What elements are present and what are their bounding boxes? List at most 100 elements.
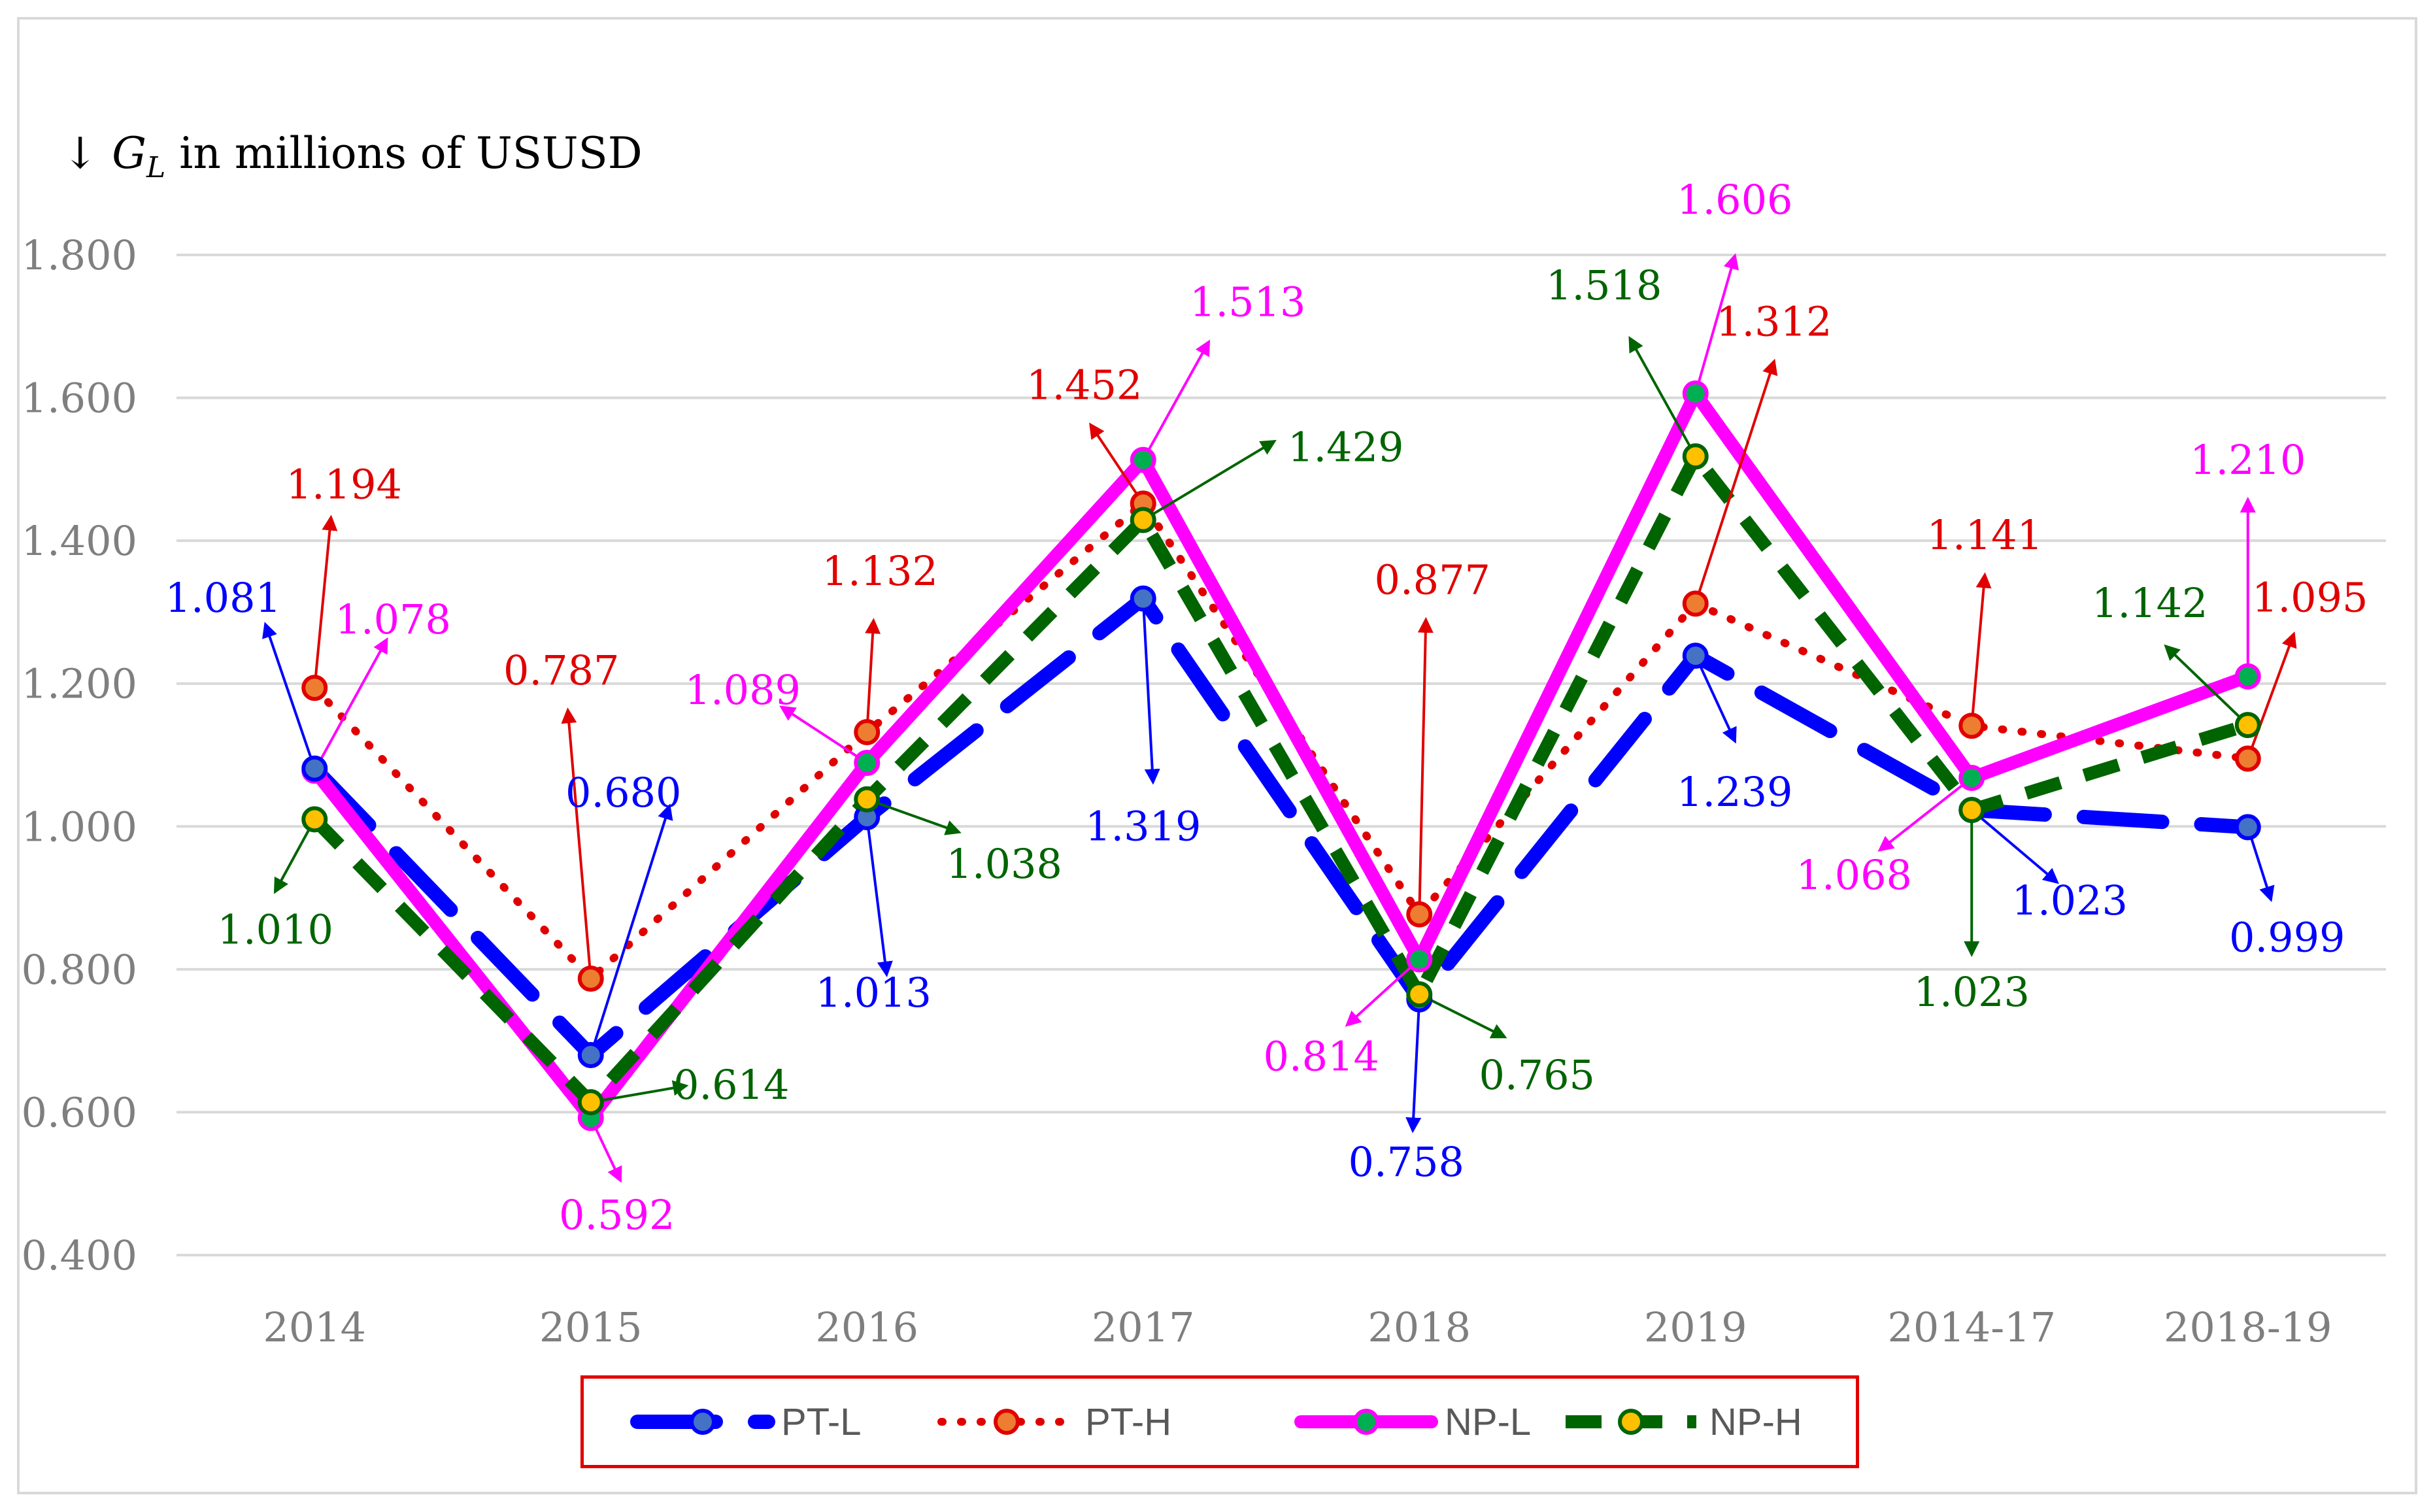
- data-label-np-l-1: 0.592: [559, 1191, 675, 1239]
- label-arrow-pt-h-5: [1694, 358, 1778, 604]
- label-arrow-pt-h-1: [561, 707, 592, 979]
- data-label-np-h-4: 0.765: [1479, 1051, 1596, 1099]
- label-arrow-np-h-5: [1628, 335, 1697, 458]
- point-pt-h-4: [1406, 901, 1433, 928]
- point-pt-h-7: [2234, 745, 2261, 772]
- data-label-np-l-7: 1.210: [2190, 436, 2306, 484]
- legend-marker-pt-h: [994, 1409, 1020, 1435]
- x-tick-4: 2018: [1368, 1303, 1471, 1351]
- y-axis-label-text: in millions of USUSD: [165, 128, 643, 178]
- y-axis-label-subscript: L: [146, 151, 166, 185]
- data-label-np-l-0: 1.078: [335, 596, 452, 643]
- data-label-np-l-6: 1.068: [1796, 851, 1913, 899]
- point-np-h-5: [1682, 443, 1709, 470]
- point-np-l-2: [854, 750, 881, 777]
- y-axis-label: ↓ GL in millions of USUSD: [62, 128, 643, 184]
- data-labels: 1.081 0.680 1.013 1.319 0.758 1.239 1.023 0.999…: [165, 176, 2368, 1239]
- data-label-pt-l-1: 0.680: [565, 769, 682, 816]
- data-label-np-h-7: 1.142: [2092, 579, 2208, 627]
- point-np-l-4: [1406, 946, 1433, 973]
- data-label-pt-h-4: 0.877: [1375, 556, 1491, 604]
- data-label-pt-h-3: 1.452: [1026, 361, 1143, 409]
- label-arrow-pt-l-0: [262, 622, 316, 769]
- legend-marker-np-l: [1353, 1409, 1379, 1435]
- legend-items: PT-L PT-H NP-L NP-H: [630, 1401, 1802, 1443]
- x-tick-6: 2014-17: [1887, 1303, 2056, 1351]
- label-arrow-pt-h-3: [1089, 422, 1145, 505]
- data-points: [301, 380, 2261, 1132]
- label-arrow-pt-l-5: [1694, 655, 1737, 744]
- point-pt-h-0: [301, 675, 328, 701]
- data-label-np-l-5: 1.606: [1677, 176, 1793, 224]
- point-np-l-6: [1958, 764, 1985, 791]
- legend-label-pt-l: PT-L: [781, 1401, 862, 1443]
- point-np-h-2: [854, 786, 881, 813]
- x-tick-0: 2014: [263, 1303, 366, 1351]
- label-arrow-pt-h-2: [865, 618, 881, 733]
- x-tick-3: 2017: [1092, 1303, 1195, 1351]
- y-tick-2: 0.800: [22, 946, 138, 994]
- data-label-pt-l-3: 1.319: [1085, 803, 1201, 850]
- point-np-h-7: [2234, 712, 2261, 739]
- data-label-np-h-5: 1.518: [1546, 261, 1662, 309]
- data-label-pt-l-6: 1.023: [2012, 877, 2128, 924]
- data-label-pt-l-0: 1.081: [165, 574, 282, 622]
- label-arrow-pt-l-4: [1405, 999, 1422, 1134]
- label-arrow-np-l-2: [779, 705, 868, 764]
- label-arrow-np-h-7: [2164, 644, 2249, 726]
- y-tick-6: 1.600: [22, 375, 138, 422]
- label-arrow-np-h-2: [866, 798, 962, 835]
- point-pt-h-5: [1682, 590, 1709, 617]
- data-label-np-h-1: 0.614: [673, 1061, 790, 1109]
- legend-label-np-h: NP-H: [1709, 1401, 1802, 1443]
- point-pt-l-7: [2234, 814, 2261, 841]
- label-arrow-pt-l-3: [1141, 598, 1160, 785]
- x-tick-5: 2019: [1644, 1303, 1747, 1351]
- label-arrow-pt-h-7: [2246, 631, 2297, 760]
- y-tick-0: 0.400: [22, 1232, 138, 1279]
- label-arrow-np-l-3: [1142, 339, 1211, 461]
- legend-label-np-l: NP-L: [1445, 1401, 1531, 1443]
- point-np-l-5: [1682, 380, 1709, 407]
- data-label-pt-h-1: 0.787: [503, 647, 620, 694]
- point-pt-l-3: [1130, 585, 1156, 612]
- label-arrow-pt-l-1: [589, 803, 673, 1056]
- data-label-np-l-2: 1.089: [685, 666, 801, 714]
- x-tick-labels: 2014 2015 2016 2017 2018 2019 2014-17 2018-19: [263, 1303, 2332, 1351]
- point-np-l-7: [2234, 663, 2261, 690]
- x-tick-1: 2015: [539, 1303, 643, 1351]
- y-tick-7: 1.800: [22, 231, 138, 279]
- chart-frame: [17, 17, 2417, 1494]
- data-label-np-h-2: 1.038: [947, 840, 1063, 888]
- point-pt-h-6: [1958, 713, 1985, 739]
- point-pt-l-1: [577, 1042, 604, 1068]
- point-np-h-3: [1130, 507, 1156, 533]
- data-label-pt-l-4: 0.758: [1349, 1138, 1465, 1186]
- label-arrow-np-h-0: [273, 818, 316, 894]
- series-line-pt-l: [307, 591, 2255, 1062]
- point-pt-l-0: [301, 755, 328, 782]
- y-tick-4: 1.200: [22, 660, 138, 708]
- data-label-pt-l-7: 0.999: [2229, 913, 2345, 961]
- y-tick-labels: 0.400 0.600 0.800 1.000 1.200 1.400 1.600 1.800: [22, 231, 138, 1279]
- label-arrow-pt-l-6: [1970, 809, 2059, 884]
- label-arrow-np-l-4: [1345, 958, 1420, 1027]
- legend: [580, 1375, 1859, 1468]
- grid-lines: [176, 254, 2386, 1256]
- label-arrow-np-h-4: [1419, 993, 1507, 1039]
- label-arrow-pt-h-0: [313, 514, 338, 688]
- data-label-pt-l-5: 1.239: [1677, 768, 1793, 816]
- label-arrow-np-l-0: [313, 637, 388, 772]
- label-arrow-np-l-6: [1877, 777, 1973, 852]
- data-label-pt-h-7: 1.095: [2252, 573, 2368, 621]
- x-tick-2: 2016: [815, 1303, 918, 1351]
- x-tick-7: 2018-19: [2164, 1303, 2332, 1351]
- data-label-pt-h-0: 1.194: [286, 460, 403, 508]
- y-axis-label-symbol: G: [112, 128, 147, 178]
- y-tick-5: 1.400: [22, 517, 138, 565]
- label-arrow-pt-h-6: [1970, 572, 1992, 726]
- point-pt-h-2: [854, 719, 881, 746]
- label-arrow-np-l-5: [1694, 253, 1739, 394]
- point-np-l-3: [1130, 446, 1156, 473]
